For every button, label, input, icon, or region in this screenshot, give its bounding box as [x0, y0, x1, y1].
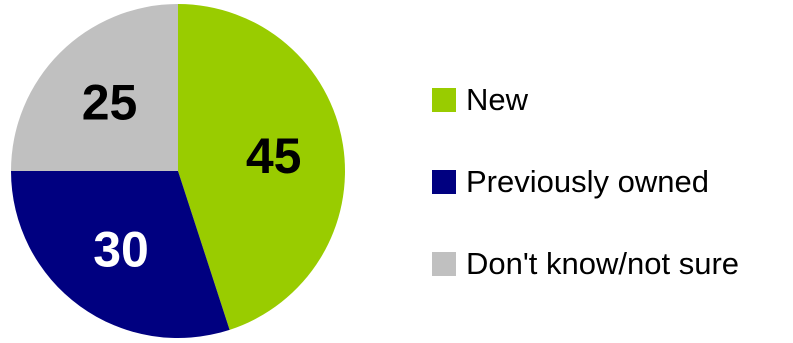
legend-swatch-dont-know	[432, 252, 456, 276]
data-label-previously-owned: 30	[93, 221, 149, 277]
data-label-new: 45	[246, 128, 302, 184]
data-label-dont-know: 25	[82, 75, 138, 131]
legend-item-dont-know: Don't know/not sure	[432, 244, 792, 284]
pie-slice-previously-owned	[11, 171, 230, 339]
legend-label-previously-owned: Previously owned	[466, 164, 709, 199]
legend-item-new: New	[432, 80, 792, 120]
chart-legend: New Previously owned Don't know/not sure	[432, 80, 792, 284]
legend-swatch-new	[432, 88, 456, 112]
legend-label-new: New	[466, 82, 529, 117]
legend-item-previously-owned: Previously owned	[432, 162, 792, 202]
pie-slice-new	[178, 4, 345, 330]
legend-swatch-previously-owned	[432, 170, 456, 194]
pie-slice-dont-know	[11, 4, 178, 171]
legend-label-dont-know: Don't know/not sure	[466, 246, 740, 281]
